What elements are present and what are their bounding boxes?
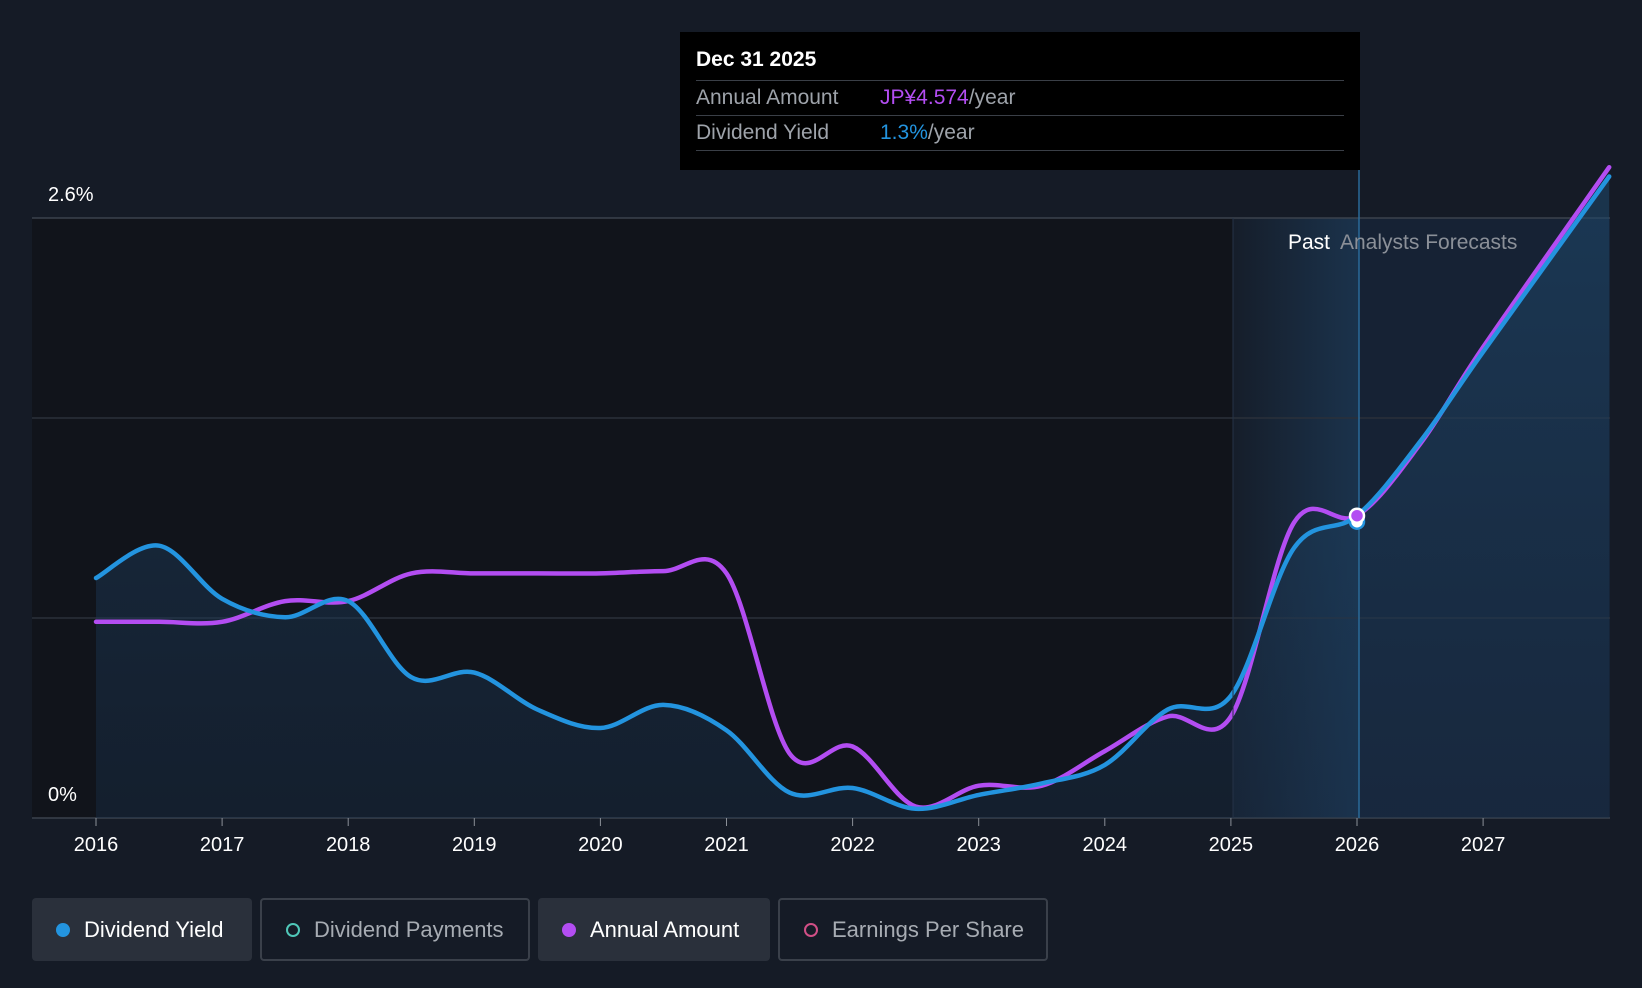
- dividend-yield-area: [96, 176, 1610, 818]
- tooltip-row-annual-amount: Annual Amount JP¥4.574 /year: [696, 81, 1344, 116]
- x-tick-label: 2027: [1461, 834, 1506, 856]
- annual-amount-line: [93, 164, 1612, 810]
- y-min-label: 0%: [48, 784, 77, 806]
- tooltip-unit: /year: [968, 86, 1016, 109]
- legend-label: Annual Amount: [590, 916, 740, 942]
- x-tick-label: 2020: [578, 834, 623, 856]
- x-tick-label: 2026: [1335, 834, 1380, 856]
- x-tick-label: 2018: [326, 834, 371, 856]
- tooltip-label: Annual Amount: [696, 86, 839, 109]
- legend-label: Earnings Per Share: [832, 916, 1024, 942]
- x-tick-label: 2016: [74, 834, 119, 856]
- tooltip-unit: /year: [927, 121, 975, 144]
- legend-label: Dividend Payments: [314, 916, 504, 942]
- forecast-label: Analysts Forecasts: [1340, 231, 1517, 254]
- tooltip: Dec 31 2025 Annual Amount JP¥4.574 /year…: [680, 32, 1360, 170]
- legend-annual-amount[interactable]: Annual Amount: [538, 898, 770, 961]
- tooltip-label: Dividend Yield: [696, 121, 830, 144]
- legend-dividend-yield[interactable]: Dividend Yield: [32, 898, 252, 961]
- x-tick-label: 2017: [200, 834, 245, 856]
- earnings-per-share-ring-icon: [804, 922, 818, 937]
- x-tick-label: 2022: [830, 834, 875, 856]
- annual-amount-dot-icon: [562, 922, 576, 937]
- dividend-yield-dot-icon: [56, 922, 70, 937]
- x-tick-label: 2025: [1209, 834, 1254, 856]
- legend-label: Dividend Yield: [84, 916, 224, 942]
- tooltip-row-dividend-yield: Dividend Yield 1.3% /year: [696, 116, 1344, 151]
- dividend-yield-line: [93, 174, 1612, 812]
- legend-earnings-per-share[interactable]: Earnings Per Share: [778, 898, 1048, 961]
- tooltip-value: JP¥4.574: [880, 86, 969, 109]
- highlight-point-amount: [1348, 507, 1366, 524]
- x-tick-label: 2019: [452, 834, 497, 856]
- x-tick-label: 2023: [956, 834, 1001, 856]
- dividend-payments-ring-icon: [286, 922, 300, 937]
- legend-dividend-payments[interactable]: Dividend Payments: [260, 898, 530, 961]
- tooltip-value: 1.3%: [880, 121, 928, 144]
- y-max-label: 2.6%: [48, 184, 94, 206]
- tooltip-date: Dec 31 2025: [696, 46, 1344, 81]
- x-tick-label: 2021: [704, 834, 749, 856]
- x-tick-label: 2024: [1083, 834, 1128, 856]
- past-label: Past: [1288, 231, 1330, 254]
